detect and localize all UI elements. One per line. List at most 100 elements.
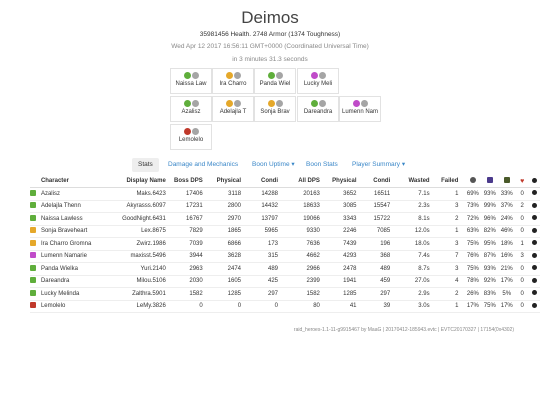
- purple-profession-icon: [30, 252, 36, 259]
- squad-member-card[interactable]: Lucky Meli: [297, 68, 339, 94]
- table-cell: 96%: [481, 212, 499, 226]
- squad-member-name: Azalisz: [181, 109, 201, 115]
- tab-stats[interactable]: Stats: [132, 158, 159, 172]
- squad-member-name: Naissa Law: [175, 81, 207, 87]
- table-cell: Lemolelo: [40, 300, 109, 313]
- table-cell: Maks.6423: [108, 187, 172, 201]
- squad-member-name: Dareandra: [303, 109, 333, 115]
- squad-member-icons: [255, 100, 295, 108]
- tab-player-summary[interactable]: Player Summary ▾: [352, 161, 406, 168]
- header-flanking-icon[interactable]: [498, 175, 516, 188]
- table-cell: 315: [247, 250, 285, 263]
- table-row: Panda Wielka Yuri.2140 2963 2474 489 2966 2478…: [30, 262, 540, 276]
- table-cell: 18%: [498, 237, 516, 251]
- table-cell: 3: [515, 250, 530, 263]
- table-cell: 14432: [247, 200, 285, 213]
- table-cell: Zwirz.1986: [108, 237, 172, 251]
- squad-member-card[interactable]: Naissa Law: [170, 68, 212, 94]
- table-cell: 27.0s: [396, 275, 436, 288]
- header-character[interactable]: Character: [40, 175, 109, 188]
- purple-icon: [352, 100, 360, 107]
- table-cell: 3085: [325, 200, 363, 213]
- skull-icon: [532, 290, 538, 296]
- seaweed-icon: [486, 177, 493, 183]
- role-cell: [30, 237, 41, 251]
- squad-member-card[interactable]: Panda Wiel: [254, 68, 296, 94]
- grey-profession-icon: [318, 72, 326, 79]
- table-cell: 0: [171, 300, 209, 313]
- header-condi[interactable]: Condi: [247, 175, 285, 188]
- table-cell: 2478: [325, 262, 363, 276]
- table-cell: 63%: [464, 225, 482, 238]
- role-cell: [30, 212, 41, 226]
- header-all-dps[interactable]: All DPS: [284, 175, 326, 188]
- grey-profession-icon: [275, 72, 283, 79]
- header-display-name[interactable]: Display Name: [108, 175, 172, 188]
- yellow-icon: [225, 72, 233, 79]
- table-cell: 17%: [498, 275, 516, 288]
- header-failed[interactable]: Failed: [435, 175, 465, 188]
- grey-profession-icon: [360, 100, 368, 107]
- table-cell: Zalthra.5901: [108, 287, 172, 301]
- header-all-physical[interactable]: Physical: [325, 175, 363, 188]
- skull-icon: [532, 177, 538, 183]
- squad-member-card[interactable]: Adelajla T: [212, 96, 254, 122]
- tab-boon-stats[interactable]: Boon Stats: [306, 161, 338, 168]
- header-physical[interactable]: Physical: [208, 175, 248, 188]
- header-boss-dps[interactable]: Boss DPS: [171, 175, 209, 188]
- squad-member-card[interactable]: Dareandra: [297, 96, 339, 122]
- squad-member-icons: [213, 100, 253, 108]
- table-header-row: Character Display Name Boss DPS Physical…: [30, 175, 540, 188]
- table-cell: 368: [362, 250, 397, 263]
- squad-member-card[interactable]: Lumenn Nam: [339, 96, 381, 122]
- table-cell: 39: [362, 300, 397, 313]
- header-wasted[interactable]: Wasted: [396, 175, 436, 188]
- squad-member-icons: [213, 72, 253, 80]
- red-profession-icon: [30, 302, 36, 309]
- table-cell: 1582: [284, 287, 326, 301]
- grey-profession-icon: [191, 72, 199, 79]
- skull-icon: [532, 202, 538, 208]
- table-cell: Panda Wielka: [40, 262, 109, 276]
- table-cell: 0: [515, 212, 530, 226]
- table-cell: 2.3s: [396, 200, 436, 213]
- table-cell: 2030: [171, 275, 209, 288]
- table-cell: 69%: [464, 187, 482, 201]
- squad-member-card[interactable]: Azalisz: [170, 96, 212, 122]
- squad-member-card[interactable]: Sonja Brav: [254, 96, 296, 122]
- purple-icon: [310, 72, 318, 79]
- table-cell: 16%: [498, 250, 516, 263]
- table-cell: 173: [247, 237, 285, 251]
- table-cell: 2970: [208, 212, 248, 226]
- table-cell: 13797: [247, 212, 285, 226]
- squad-member-card[interactable]: Ira Charro: [212, 68, 254, 94]
- table-cell: 2963: [171, 262, 209, 276]
- table-cell: 78%: [464, 275, 482, 288]
- squad-member-card[interactable]: Lemolelo: [170, 124, 212, 150]
- header-down-icon[interactable]: [529, 175, 540, 188]
- table-cell: 0: [515, 262, 530, 276]
- header-scholar-icon[interactable]: [464, 175, 482, 188]
- table-cell: Naissa Lawless: [40, 212, 109, 226]
- down-status-cell: [529, 237, 540, 251]
- down-status-cell: [529, 187, 540, 201]
- header-all-condi[interactable]: Condi: [362, 175, 397, 188]
- table-cell: Lex.8675: [108, 225, 172, 238]
- table-cell: Azalisz: [40, 187, 109, 201]
- table-cell: 87%: [481, 250, 499, 263]
- tab-boon-uptime[interactable]: Boon Uptime ▾: [252, 161, 295, 168]
- tab-damage-mechanics[interactable]: Damage and Mechanics: [168, 161, 239, 168]
- table-cell: 75%: [464, 237, 482, 251]
- table-cell: 76%: [464, 250, 482, 263]
- table-cell: 14288: [247, 187, 285, 201]
- table-cell: 72%: [464, 212, 482, 226]
- green-shield-icon: [183, 72, 191, 79]
- table-cell: 1285: [208, 287, 248, 301]
- table-cell: 0: [515, 275, 530, 288]
- table-row: Azalisz Maks.6423 17406 3118 14288 20163 3652 1…: [30, 187, 540, 201]
- table-cell: 1: [435, 300, 465, 313]
- header-dead-icon[interactable]: ♥: [515, 175, 530, 188]
- table-cell: 1582: [171, 287, 209, 301]
- header-seaweed-icon[interactable]: [481, 175, 499, 188]
